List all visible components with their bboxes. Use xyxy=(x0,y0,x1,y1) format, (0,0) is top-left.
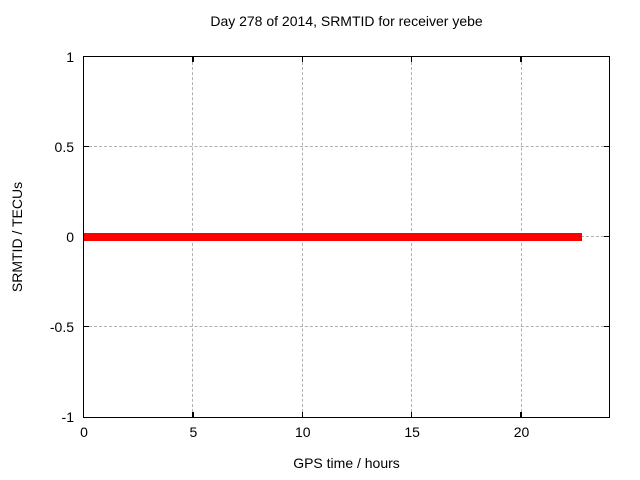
x-tick-mark-bottom xyxy=(301,411,303,417)
x-tick-label: 5 xyxy=(189,424,198,440)
x-tick-label: 10 xyxy=(294,424,311,440)
y-gridline xyxy=(83,146,609,147)
x-tick-mark-top xyxy=(520,56,522,62)
x-tick-mark-top xyxy=(301,56,303,62)
y-tick-mark-right xyxy=(603,325,609,328)
x-tick-mark-top xyxy=(192,56,194,62)
x-tick-label: 20 xyxy=(513,424,530,440)
y-tick-mark-left xyxy=(83,325,89,328)
x-tick-mark-bottom xyxy=(192,411,194,417)
y-tick-mark-right xyxy=(603,145,609,148)
y-tick-label: -1 xyxy=(61,409,74,425)
y-tick-label: -0.5 xyxy=(49,319,74,335)
chart-title: Day 278 of 2014, SRMTID for receiver yeb… xyxy=(210,13,483,29)
y-gridline xyxy=(83,326,609,327)
series-line-srmtid xyxy=(83,232,583,241)
y-tick-mark-left xyxy=(83,145,89,148)
x-tick-label: 0 xyxy=(80,424,88,440)
x-tick-label: 15 xyxy=(404,424,420,440)
x-tick-mark-bottom xyxy=(410,411,413,417)
y-tick-label: 1 xyxy=(66,49,74,65)
x-tick-mark-bottom xyxy=(520,411,522,417)
x-axis-label: GPS time / hours xyxy=(293,455,400,471)
y-tick-label: 0.5 xyxy=(54,139,74,155)
x-tick-mark-top xyxy=(410,56,413,62)
y-tick-mark-right xyxy=(603,235,609,238)
y-tick-label: 0 xyxy=(66,229,74,245)
plot-area xyxy=(82,55,610,418)
